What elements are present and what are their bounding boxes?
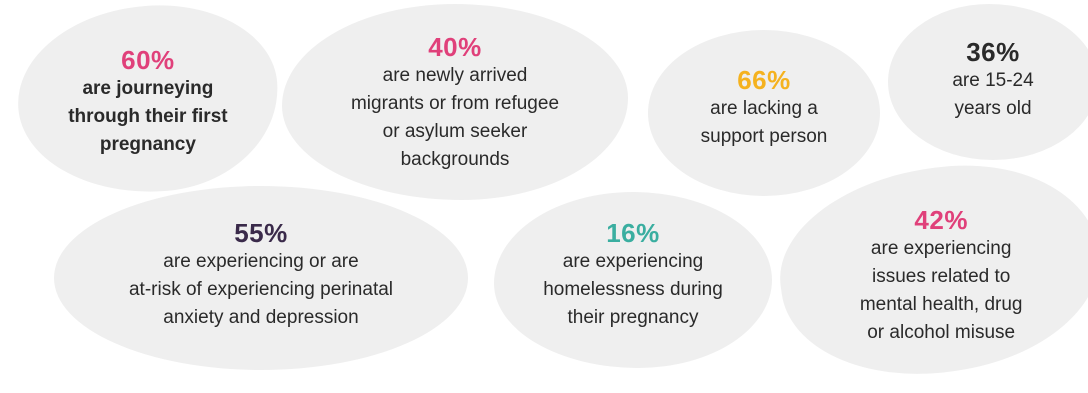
stat-description: are lacking a support person — [700, 98, 828, 147]
stat-percent: 55% — [234, 218, 288, 248]
stat-percent: 66% — [737, 65, 791, 95]
stat-first-pregnancy: 60% are journeying through their first p… — [11, 0, 285, 201]
stat-percent: 16% — [606, 218, 660, 248]
stat-description: are journeying through their first pregn… — [68, 77, 228, 155]
stat-percent: 36% — [966, 37, 1020, 67]
stat-percent: 40% — [428, 32, 482, 62]
stat-description: are experiencing issues related to menta… — [859, 237, 1023, 343]
stat-percent: 60% — [121, 44, 175, 75]
stat-description: are experiencing or are at-risk of exper… — [128, 251, 394, 328]
stat-percent: 42% — [914, 204, 968, 235]
stat-migrants-refugees: 40% are newly arrived migrants or from r… — [282, 4, 628, 200]
stat-perinatal-anxiety: 55% are experiencing or are at-risk of e… — [54, 186, 468, 370]
stat-description: are 15-24 years old — [952, 70, 1034, 119]
stat-age-15-24: 36% are 15-24 years old — [888, 4, 1088, 160]
stat-description: are newly arrived migrants or from refug… — [350, 65, 560, 170]
stat-homelessness: 16% are experiencing homelessness during… — [494, 192, 772, 368]
stat-description: are experiencing homelessness during the… — [543, 251, 723, 328]
stat-support-person: 66% are lacking a support person — [648, 30, 880, 196]
